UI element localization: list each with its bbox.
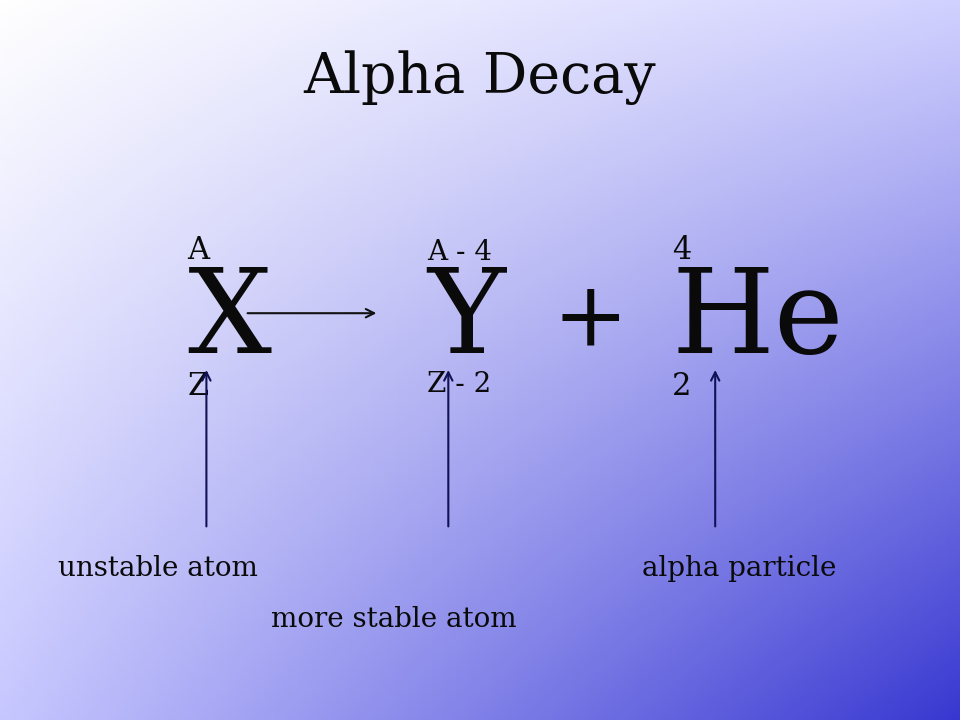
Text: Z: Z [187, 371, 208, 402]
Text: He: He [672, 263, 845, 378]
Text: Y: Y [427, 263, 505, 378]
Text: alpha particle: alpha particle [642, 555, 836, 582]
Text: unstable atom: unstable atom [59, 555, 258, 582]
Text: 2: 2 [672, 371, 691, 402]
Text: A: A [187, 235, 209, 266]
Text: 4: 4 [672, 235, 691, 266]
Text: Z - 2: Z - 2 [427, 371, 492, 397]
Text: more stable atom: more stable atom [271, 606, 516, 633]
Text: Alpha Decay: Alpha Decay [303, 50, 657, 105]
Text: +: + [553, 276, 628, 364]
Text: A - 4: A - 4 [427, 239, 492, 266]
Text: X: X [187, 263, 272, 378]
